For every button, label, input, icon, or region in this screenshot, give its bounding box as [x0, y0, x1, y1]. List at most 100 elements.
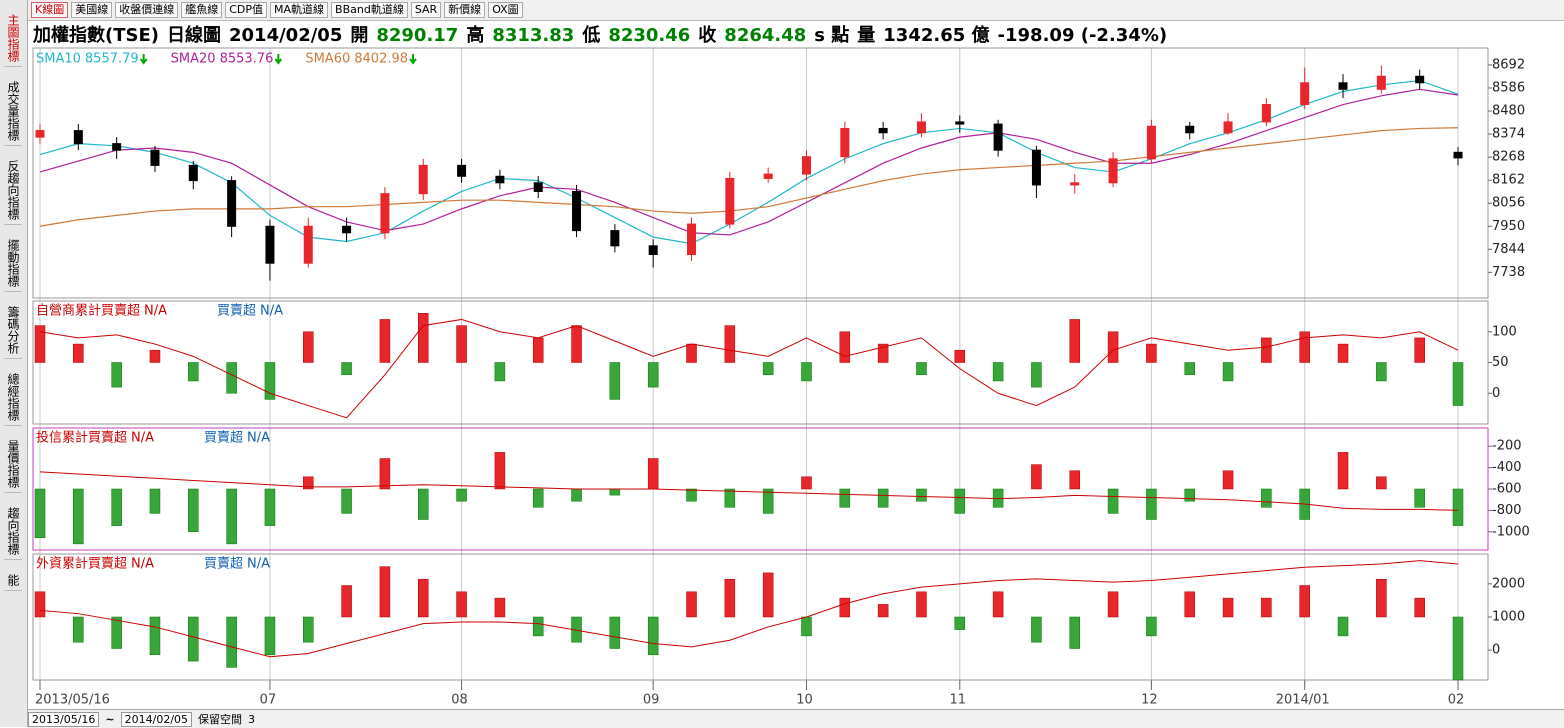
legend-name: 外資累計買賣超 [36, 556, 127, 572]
candle-body [1108, 158, 1118, 184]
side-tab[interactable]: 反趨向指標 [4, 156, 22, 225]
label: 高 [466, 25, 485, 46]
y-tick-label: 8586 [1492, 81, 1525, 96]
side-tab[interactable]: 成交量指標 [4, 77, 22, 146]
bar [992, 362, 1004, 382]
bar [34, 488, 46, 539]
bar [724, 578, 736, 618]
candle-body [801, 156, 811, 175]
y-tick-label: 8056 [1492, 196, 1525, 211]
cumulative-line [39, 471, 1459, 511]
candle-body [1185, 125, 1195, 134]
sidebar: 主圖指標成交量指標反趨向指標擺動指標籌碼分析總經指標量價指標趨向指標能 [0, 0, 28, 727]
side-tab[interactable]: 總經指標 [4, 369, 22, 426]
tab[interactable]: 美國線 [71, 2, 113, 18]
high: 8313.83 [492, 25, 575, 46]
bar [571, 488, 582, 502]
bar [954, 616, 966, 630]
bar [34, 591, 46, 618]
arrow-icon [139, 54, 148, 65]
legend-value: 8553.76 [220, 52, 274, 67]
close: 8264.48 [724, 25, 807, 46]
bar [417, 578, 429, 618]
bar [456, 325, 467, 363]
candle-body [265, 225, 275, 264]
side-tab[interactable]: 趨向指標 [4, 503, 22, 560]
chart: 2013/05/16 07 08 09 10 11 12 2014/01 02 7738 7844 7… [32, 47, 1530, 708]
bar [226, 488, 237, 545]
bar [34, 325, 46, 363]
candle-body [763, 173, 773, 179]
sma-line [39, 79, 1459, 245]
bar [839, 597, 851, 618]
tab[interactable]: K線圖 [31, 2, 69, 18]
y-tick-label: 8480 [1492, 104, 1525, 119]
bar [1261, 488, 1272, 508]
legend-value: 8402.98 [354, 52, 408, 67]
bar [801, 476, 812, 490]
bar [1184, 591, 1195, 618]
side-tab[interactable]: 擺動指標 [4, 235, 22, 292]
tab[interactable]: BBand軌道線 [331, 2, 408, 18]
bar [801, 616, 812, 637]
legend-value: N/A [247, 431, 270, 446]
tab[interactable]: SAR [410, 2, 442, 18]
bar [494, 362, 506, 382]
date: 2014/02/05 [229, 25, 343, 46]
bar [73, 343, 84, 363]
bar [1107, 488, 1119, 514]
bar [264, 488, 276, 526]
bar [992, 591, 1004, 618]
candle-body [73, 130, 83, 145]
label: 低 [582, 25, 601, 46]
bar [188, 488, 199, 532]
bar [1299, 331, 1310, 363]
y-tick-label: -800 [1492, 503, 1522, 518]
tab[interactable]: OX圖 [488, 2, 523, 18]
bar [762, 488, 774, 514]
bar [111, 362, 122, 388]
bar [916, 488, 927, 502]
candle-body [303, 225, 313, 264]
candle-body [840, 127, 850, 158]
bar [762, 572, 774, 618]
tab[interactable]: CDP值 [225, 2, 268, 18]
bar [341, 362, 352, 376]
panel-frame [32, 47, 1489, 299]
tab[interactable]: 艦魚線 [181, 2, 223, 18]
candle-body [1453, 151, 1463, 159]
legend-value: N/A [131, 557, 154, 572]
tab[interactable]: 新價線 [444, 2, 486, 18]
side-tab[interactable]: 籌碼分析 [4, 302, 22, 359]
bar [609, 362, 621, 400]
bar [1146, 616, 1157, 637]
bar [456, 488, 467, 502]
bar [149, 616, 161, 656]
x-tick-label: 08 [451, 693, 468, 708]
side-tab[interactable]: 能 [4, 570, 22, 591]
bar [647, 616, 659, 656]
date-to[interactable]: 2014/02/05 [120, 711, 193, 727]
bar [73, 616, 84, 643]
candle-body [35, 130, 45, 138]
legend-name: 買賣超 [204, 431, 243, 446]
candle-body [342, 225, 352, 234]
side-tab[interactable]: 量價指標 [4, 436, 22, 493]
bar [1376, 362, 1387, 382]
bar [801, 362, 812, 382]
bar [1107, 591, 1119, 618]
bar [916, 362, 927, 376]
tab[interactable]: 收盤價連線 [115, 2, 179, 18]
tab[interactable]: MA軌道線 [270, 2, 329, 18]
sma-line [39, 88, 1459, 236]
side-tab[interactable]: 主圖指標 [4, 10, 22, 67]
arrow-icon [409, 54, 417, 65]
candle-body [993, 123, 1003, 151]
bar [1222, 362, 1234, 382]
y-tick-label: 0 [1492, 643, 1500, 658]
x-tick-label: 02 [1448, 693, 1465, 708]
low: 8230.46 [608, 25, 691, 46]
bar [1261, 597, 1272, 618]
candle-body [955, 121, 965, 125]
date-from[interactable]: 2013/05/16 [28, 711, 100, 727]
